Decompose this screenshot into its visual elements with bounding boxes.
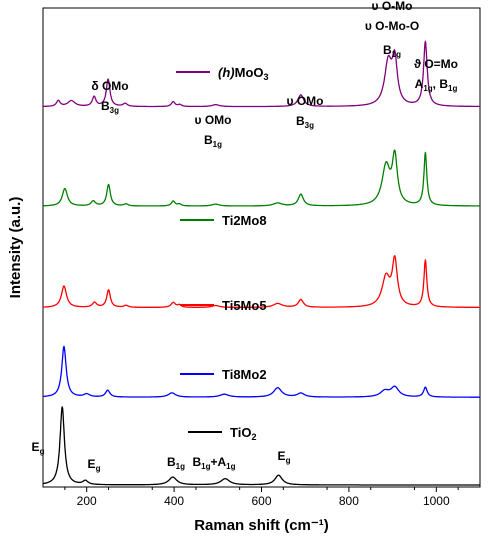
legend-entry-ti5mo5: Ti5Mo5 [180,298,267,313]
annotation-symmetry-label: B3g [296,114,314,130]
annotation-mode-label: δ OMo [91,79,128,93]
legend-entry-tio: TiO2 [188,425,256,442]
legend-label: Ti2Mo8 [222,213,267,228]
x-tick-label-600: 600 [251,494,271,508]
x-tick-label-400: 400 [164,494,184,508]
annotation-symmetry-label: Eg [32,440,45,456]
spectra-series [42,40,481,486]
annotation-symmetry-label: Eg [88,457,101,473]
annotation-mode-label-2: υ O-Mo-O [365,19,419,33]
annotation-mode-label: ϑ O=Mo [414,57,458,71]
x-tick-label-1000: 1000 [423,494,450,508]
annotation-mode-label: υ OMo [195,113,232,127]
annotation-symmetry-label: B1g [167,455,185,471]
annotation-tio2-b1g-a1g: B1g+A1g [192,455,235,471]
x-axis-label: Raman shift (cm⁻¹) [194,517,329,534]
x-tick-label-200: 200 [77,494,97,508]
series-line-ti8mo2 [42,345,481,398]
annotation-symmetry-label: A1g, B1g [415,77,458,93]
y-axis-label: Intensity (a.u.) [7,197,24,299]
annotation-symmetry-label: B1g [204,133,222,149]
legend-label: (h)MoO3 [218,65,269,82]
series-labels: TiO2 Ti8Mo2 Ti5Mo5 Ti2Mo8 (h)MoO3 [176,65,269,442]
annotation-tio2-eg-3: Eg [278,449,291,465]
annotation-mo-nu-o-mo: υ O-Mo υ O-Mo-O B1g [365,0,419,59]
legend-label: Ti5Mo5 [222,298,267,313]
legend-entry-ti2mo8: Ti2Mo8 [180,213,267,228]
annotation-tio2-eg-2: Eg [88,457,101,473]
annotation-mode-label: υ OMo [287,94,324,108]
annotation-mo-nu-omo-2: υ OMo B3g [287,94,324,130]
legend-label: Ti8Mo2 [222,367,267,382]
series-line-h-moo [42,40,481,108]
annotation-symmetry-label: B1g [383,43,401,59]
series-line-ti2mo8 [42,149,481,207]
annotation-tio2-b1g: B1g [167,455,185,471]
series-line-ti5mo5 [42,255,481,309]
annotation-symmetry-label: B3g [101,99,119,115]
annotation-mode-label: υ O-Mo [372,0,413,13]
peak-annotations: Eg Eg B1g B1g+A1g Eg δ OMo B3g υ OMo B1g υ OMo B3g… [32,0,458,473]
x-tick-label-800: 800 [339,494,359,508]
annotation-symmetry-label: B1g+A1g [192,455,235,471]
annotation-mo-nu-omo-1: υ OMo B1g [195,113,232,149]
legend-entry-h-moo: (h)MoO3 [176,65,269,82]
annotation-tio2-eg-1: Eg [32,440,45,456]
axes: 200 400 600 800 1000 Raman shift (cm⁻¹) Intens… [7,197,459,534]
series-line-tio [42,406,481,486]
annotation-mo-delta-omo: δ OMo B3g [91,79,128,115]
annotation-symmetry-label: Eg [278,449,291,465]
legend-entry-ti8mo2: Ti8Mo2 [180,367,267,382]
legend-label: TiO2 [230,425,256,442]
annotation-mo-theta-o-mo: ϑ O=Mo A1g, B1g [414,57,458,93]
